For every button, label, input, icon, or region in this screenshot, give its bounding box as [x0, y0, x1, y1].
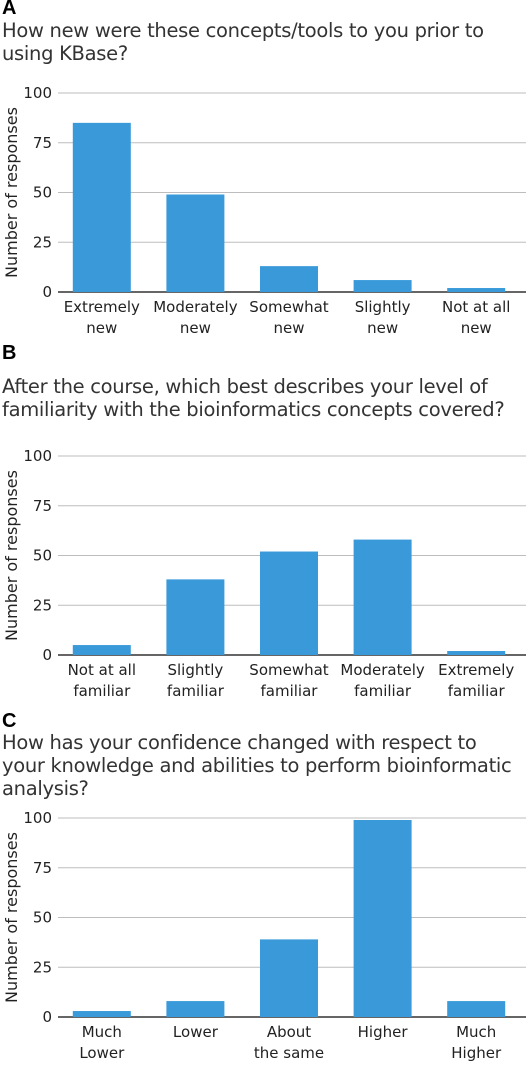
x-tick-label: Not at all — [68, 661, 136, 679]
x-tick-label: new — [273, 319, 304, 337]
x-tick-label: familiar — [261, 682, 319, 700]
bar-chart-c: Number of responses 0 25 50 75 100 Much Lower Lo… — [2, 809, 526, 1062]
x-tick-label: About — [267, 1023, 311, 1041]
x-tick-label: new — [86, 319, 117, 337]
bar — [260, 266, 318, 292]
x-tick-label: new — [367, 319, 398, 337]
panel-b: B After the course, which best describes… — [0, 342, 526, 700]
y-tick-label: 100 — [23, 447, 52, 465]
x-tick-label: Extremely — [438, 661, 514, 679]
bar — [353, 280, 412, 292]
y-tick-label: 50 — [33, 184, 52, 202]
y-tick-label: 75 — [33, 497, 52, 515]
x-tick-label: the same — [254, 1044, 324, 1062]
x-tick-label: Moderately — [153, 298, 238, 316]
bar — [447, 1001, 506, 1017]
bar — [166, 194, 225, 292]
bar — [166, 579, 225, 655]
y-tick-label: 25 — [33, 958, 52, 976]
y-tick-label: 25 — [33, 233, 52, 251]
x-tick-label: Moderately — [340, 661, 425, 679]
bar-chart-a: Number of responses 0 25 50 75 100 Extremely ne… — [2, 84, 526, 337]
bar — [260, 551, 318, 655]
panel-c: C How has your confidence changed with r… — [0, 710, 526, 1064]
x-tick-label: Slightly — [167, 661, 223, 679]
x-tick-label: new — [461, 319, 492, 337]
bar — [260, 939, 318, 1017]
y-tick-label: 0 — [42, 646, 52, 664]
y-tick-label: 25 — [33, 596, 52, 614]
panel-letter: A — [2, 0, 17, 19]
y-tick-label: 50 — [33, 909, 52, 927]
bar — [72, 645, 131, 655]
x-tick-label: Higher — [358, 1023, 409, 1041]
y-axis-label: Number of responses — [2, 107, 21, 278]
chart-title: After the course, which best describes y… — [2, 375, 505, 421]
x-tick-label: new — [180, 319, 211, 337]
y-tick-label: 100 — [23, 809, 52, 827]
panel-a: A How new were these concepts/tools to y… — [0, 0, 526, 345]
y-tick-label: 75 — [33, 134, 52, 152]
y-tick-label: 100 — [23, 84, 52, 102]
x-tick-label: Much — [456, 1023, 496, 1041]
x-tick-label: Extremely — [64, 298, 140, 316]
y-axis-label: Number of responses — [2, 470, 21, 641]
y-tick-label: 0 — [42, 283, 52, 301]
bar — [447, 288, 506, 292]
bar — [353, 539, 412, 655]
bar — [72, 122, 131, 292]
y-axis-label: Number of responses — [2, 832, 21, 1003]
x-tick-label: familiar — [448, 682, 506, 700]
y-tick-label: 50 — [33, 547, 52, 565]
x-tick-label: Lower — [173, 1023, 219, 1041]
x-tick-label: familiar — [73, 682, 131, 700]
x-tick-label: Higher — [451, 1044, 502, 1062]
panel-letter: C — [2, 710, 17, 732]
bar — [447, 651, 506, 655]
x-tick-label: Lower — [79, 1044, 125, 1062]
x-tick-label: familiar — [167, 682, 225, 700]
x-tick-label: Much — [82, 1023, 122, 1041]
x-tick-label: Not at all — [442, 298, 510, 316]
x-tick-label: familiar — [354, 682, 412, 700]
chart-title: How new were these concepts/tools to you… — [2, 19, 484, 65]
bar — [353, 819, 412, 1017]
bar — [72, 1011, 131, 1017]
y-tick-label: 0 — [42, 1008, 52, 1026]
x-tick-label: Somewhat — [249, 298, 329, 316]
chart-title: How has your confidence changed with res… — [2, 731, 512, 800]
y-tick-label: 75 — [33, 859, 52, 877]
panel-letter: B — [2, 342, 17, 364]
x-tick-label: Somewhat — [249, 661, 329, 679]
x-tick-label: Slightly — [355, 298, 411, 316]
bar — [166, 1001, 225, 1017]
bar-chart-b: Number of responses 0 25 50 75 100 Not at all f… — [2, 447, 526, 700]
